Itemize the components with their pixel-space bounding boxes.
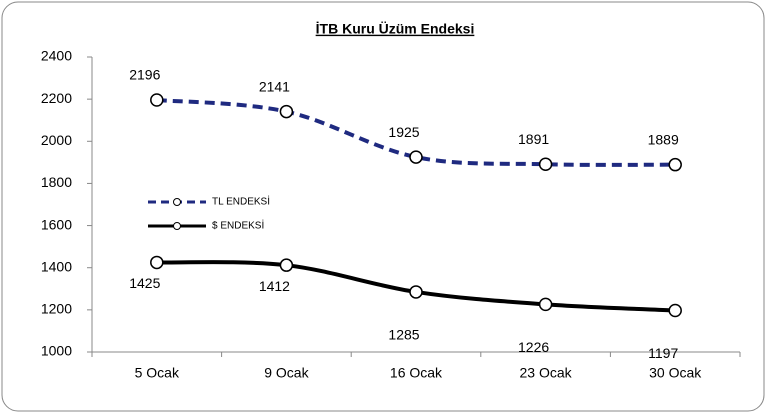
y-tick-label: 1800 <box>41 174 72 190</box>
marker <box>668 303 682 318</box>
x-tick-label: 16 Ocak <box>390 365 443 381</box>
data-label: 1925 <box>388 124 419 140</box>
data-label: 1412 <box>259 278 290 294</box>
x-tick-label: 23 Ocak <box>520 365 573 381</box>
marker <box>279 258 294 272</box>
y-tick-label: 2000 <box>41 132 72 148</box>
marker <box>150 93 164 107</box>
data-label: 1425 <box>129 275 160 291</box>
y-tick-label: 1200 <box>41 301 72 317</box>
data-label: 1197 <box>648 345 678 361</box>
data-label: 1891 <box>518 131 549 147</box>
marker <box>668 157 682 172</box>
y-tick-label: 1400 <box>41 258 72 274</box>
data-label: 1226 <box>518 339 549 355</box>
marker <box>150 255 164 270</box>
data-label: 2141 <box>259 78 290 94</box>
legend-marker <box>173 222 181 230</box>
marker <box>538 297 553 312</box>
x-tick-label: 5 Ocak <box>135 365 180 381</box>
data-label: 1285 <box>388 327 419 343</box>
chart-title: İTB Kuru Üzüm Endeksi <box>316 21 475 37</box>
x-tick-label: 9 Ocak <box>264 365 309 381</box>
y-tick-label: 2200 <box>41 90 72 106</box>
series-line <box>156 97 676 167</box>
marker <box>538 157 553 172</box>
data-label: 1889 <box>648 131 679 147</box>
marker <box>409 285 423 299</box>
x-tick-label: 30 Ocak <box>649 365 702 381</box>
legend-marker <box>173 198 181 206</box>
y-tick-label: 1600 <box>41 216 72 232</box>
data-label: 2196 <box>129 67 160 83</box>
y-tick-label: 1000 <box>41 343 72 359</box>
legend-text: $ ENDEKSİ <box>212 219 264 232</box>
marker <box>409 150 423 164</box>
legend-text: TL ENDEKSİ <box>212 195 270 208</box>
marker <box>279 104 294 119</box>
y-tick-label: 2400 <box>41 48 72 64</box>
